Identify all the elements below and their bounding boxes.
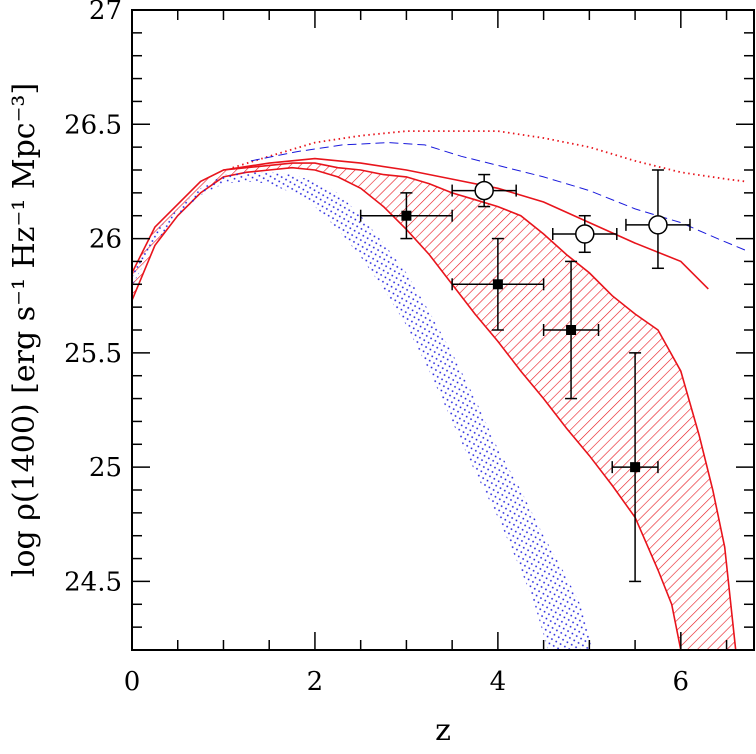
x-tick-label: 4 <box>490 667 507 697</box>
model-lines <box>223 130 746 290</box>
filled-data-point <box>359 192 453 240</box>
filled-data-point <box>451 237 545 331</box>
open-data-point <box>451 173 517 208</box>
open-circle-marker <box>648 215 668 235</box>
y-axis-label: log ρ(1400) [erg s⁻¹ Hz⁻¹ Mpc⁻³] <box>7 83 42 577</box>
open-data-point <box>552 214 618 254</box>
filled-square-marker <box>566 325 577 335</box>
y-tick-label: 25 <box>89 453 122 483</box>
open-circle-marker <box>575 224 595 244</box>
x-tick-label: 0 <box>124 667 141 697</box>
red-solid-line <box>223 157 709 290</box>
y-tick-label: 25.5 <box>64 339 122 369</box>
filled-data-point <box>611 352 659 583</box>
filled-square-marker <box>401 210 412 221</box>
x-axis-label: z <box>435 713 451 748</box>
blue-dashed-line <box>250 142 746 251</box>
x-tick-label: 2 <box>307 667 324 697</box>
y-tick-label: 26.5 <box>64 110 122 140</box>
y-tick-label: 27 <box>89 0 122 26</box>
blue-shaded-band <box>132 172 594 650</box>
axes-frame: 0 2 4 6 24.5 25 25.5 26 26.5 27 <box>64 0 755 697</box>
open-circle-marker <box>474 180 494 201</box>
red-shaded-band <box>132 162 737 650</box>
open-data-point <box>625 169 691 270</box>
filled-data-point <box>542 260 600 400</box>
red-dotted-line <box>232 130 746 183</box>
y-tick-label: 24.5 <box>64 567 122 597</box>
filled-square-marker <box>630 462 641 473</box>
filled-square-marker <box>492 279 503 290</box>
x-tick-label: 6 <box>673 667 690 697</box>
shaded-bands <box>132 162 737 650</box>
data-points <box>359 169 691 583</box>
y-tick-label: 26 <box>89 225 122 255</box>
